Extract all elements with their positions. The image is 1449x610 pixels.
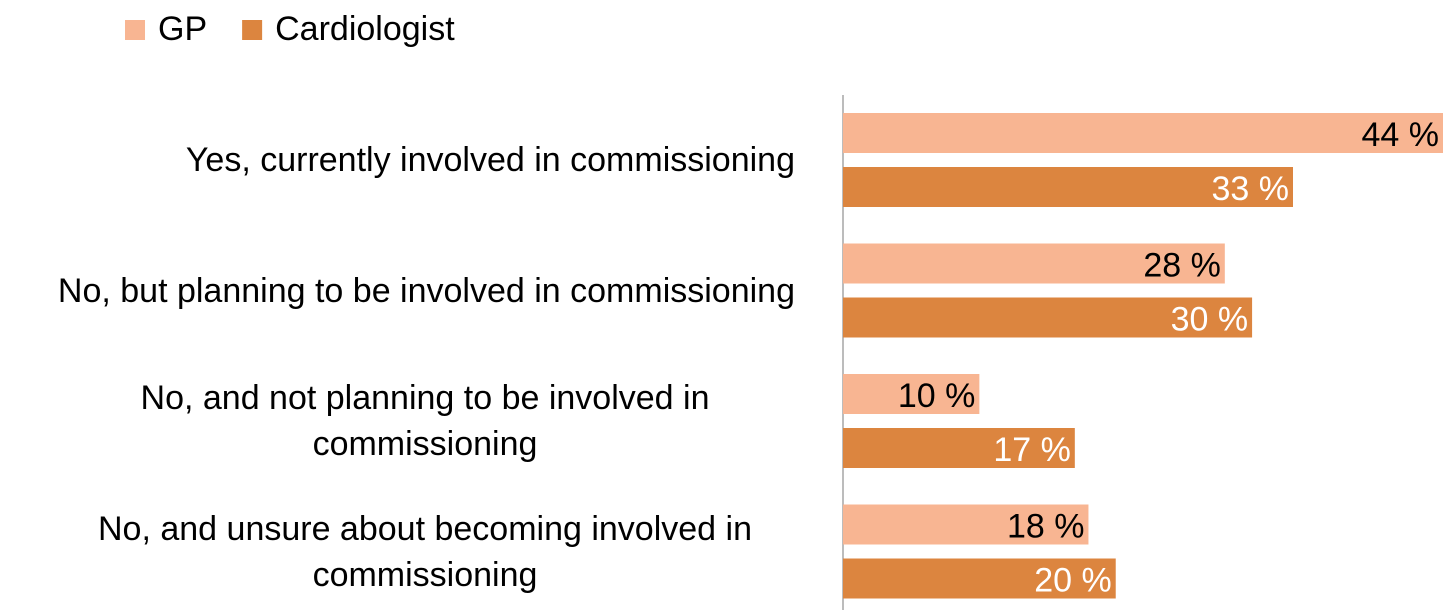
legend-label: Cardiologist xyxy=(275,10,455,48)
bar xyxy=(843,504,1089,545)
value-label: 18 % xyxy=(1007,507,1085,545)
bar xyxy=(843,558,1116,599)
bar xyxy=(843,428,1075,468)
value-label: 20 % xyxy=(1034,561,1112,599)
category-label: No, but planning to be involved in commi… xyxy=(57,271,795,310)
value-label: 28 % xyxy=(1143,246,1221,284)
value-label: 17 % xyxy=(993,431,1071,469)
legend-swatch xyxy=(125,20,145,40)
value-label: 10 % xyxy=(898,377,976,415)
category-label: No, and not planning to be involved in c… xyxy=(140,379,710,463)
value-label: 30 % xyxy=(1171,300,1249,338)
legend-label: GP xyxy=(158,10,207,48)
bar xyxy=(843,167,1293,207)
category-label: Yes, currently involved in commissioning xyxy=(185,141,795,179)
bar xyxy=(843,297,1253,338)
bar xyxy=(843,374,980,414)
value-label: 33 % xyxy=(1212,170,1290,208)
value-label: 44 % xyxy=(1362,116,1440,154)
bar xyxy=(843,113,1443,153)
category-label: No, and unsure about becoming involved i… xyxy=(98,509,752,594)
legend-swatch xyxy=(242,20,263,40)
bar xyxy=(843,243,1225,284)
